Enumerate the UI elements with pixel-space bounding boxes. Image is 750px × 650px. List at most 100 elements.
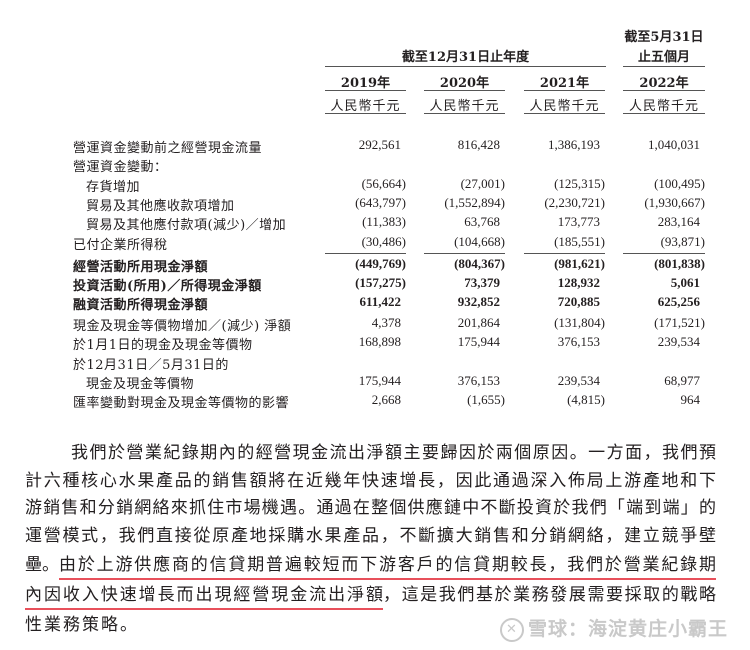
cell-value: (185,551)	[554, 234, 605, 249]
row-label: 融資活動所得現金淨額	[73, 298, 209, 313]
table-row: 現金及現金等價物 175,944 376,153 239,534 68,977	[0, 373, 750, 392]
table-row: 現金及現金等價物增加／(減少) 淨額 4,378 201,864 (131,804) (…	[0, 315, 750, 334]
cell-value: 4,378	[371, 315, 401, 330]
row-label: 存貨增加	[86, 180, 141, 195]
period-last-header-line1: 截至5月31日	[624, 30, 704, 45]
cell-value: 175,944	[457, 334, 500, 349]
cell-value: (104,668)	[454, 234, 505, 249]
year-rule	[325, 90, 406, 91]
cell-value: 964	[680, 392, 701, 407]
unit-label: 人民幣千元	[330, 99, 401, 114]
subtotal-rule	[325, 253, 406, 254]
cell-value: 376,153	[457, 373, 500, 388]
table-row: 融資活動所得現金淨額 611,422 932,852 720,885 625,256	[0, 294, 750, 313]
table-row: 於1月1日的現金及現金等價物 168,898 175,944 376,153 239,5…	[0, 334, 750, 353]
table-row: 經營活動所用現金淨額 (449,769) (804,367) (981,621) (80…	[0, 256, 750, 275]
unit-label: 人民幣千元	[529, 99, 600, 114]
header-rule	[325, 66, 606, 67]
table-row: 已付企業所得稅 (30,486) (104,668) (185,551) (93,871…	[0, 234, 750, 253]
cell-value: 1,040,031	[648, 137, 700, 152]
table-row: 匯率變動對現金及現金等價物的影響 2,668 (1,655) (4,815) 964	[0, 392, 750, 411]
cell-value: (11,383)	[362, 214, 406, 229]
paragraph-text: 壘。	[25, 555, 59, 575]
cell-value: 73,379	[464, 275, 500, 290]
unit-rule	[325, 113, 406, 114]
cell-value: (1,655)	[467, 392, 505, 407]
cell-value: 932,852	[457, 294, 500, 309]
cell-value: (449,769)	[355, 256, 406, 271]
cell-value: (125,315)	[554, 176, 605, 191]
cell-value: 128,932	[557, 275, 600, 290]
year-rule	[623, 90, 705, 91]
paragraph-line: 壘。 由於上游供應商的信貸期普遍較短而下游客戶的信貸期較長，我們於營業紀錄期	[25, 555, 716, 580]
cell-value: (801,838)	[654, 256, 705, 271]
row-label: 營運資金變動：	[73, 160, 168, 175]
cell-value: (131,804)	[554, 315, 605, 330]
paragraph-text: ，這是我們基於業務發展需要採取的戰略	[383, 585, 716, 605]
cell-value: (981,621)	[554, 256, 605, 271]
unit-label: 人民幣千元	[429, 99, 500, 114]
unit-rule	[424, 113, 505, 114]
cell-value: 68,977	[664, 373, 700, 388]
cell-value: (2,230,721)	[544, 195, 605, 210]
cell-value: 283,164	[657, 214, 700, 229]
table-row: 營運資金變動前之經營現金流量 292,561 816,428 1,386,193 1,0…	[0, 137, 750, 156]
cell-value: (4,815)	[567, 392, 605, 407]
paragraph-line: 游銷售和分銷網絡來抓住市場機遇。通過在整個供應鏈中不斷投資於我們「端到端」的	[25, 498, 716, 518]
subtotal-rule	[524, 253, 605, 254]
paragraph-line: 運營模式，我們直接從原產地採購水果產品，不斷擴大銷售和分銷網絡，建立競爭壁	[25, 526, 716, 546]
paragraph-line: 計六種核心水果產品的銷售額將在近幾年快速增長，因此通過深入佈局上游產地和下	[25, 471, 716, 491]
watermark: ✕ 雪球：海淀黄庄小霸王	[499, 614, 728, 642]
highlighted-text: 由於上游供應商的信貸期普遍較短而下游客戶的信貸期較長，我們於營業紀錄期	[59, 555, 716, 580]
paragraph-line: 內因收入快速增長而出現經營現金流出淨額 ，這是我們基於業務發展需要採取的戰略	[25, 585, 716, 610]
cell-value: (1,552,894)	[444, 195, 505, 210]
row-label: 已付企業所得稅	[73, 238, 168, 253]
subtotal-rule	[623, 253, 705, 254]
table-row: 營運資金變動：	[0, 156, 750, 175]
cell-value: (100,495)	[654, 176, 705, 191]
row-label: 貿易及其他應付款項(減少)／增加	[86, 218, 287, 233]
row-label: 匯率變動對現金及現金等價物的影響	[73, 396, 290, 411]
watermark-text: 雪球：海淀黄庄小霸王	[527, 618, 728, 640]
cell-value: 376,153	[557, 334, 600, 349]
year-2020: 2020年	[439, 76, 490, 91]
subtotal-rule	[424, 253, 505, 254]
cell-value: (27,001)	[460, 176, 505, 191]
table-row: 於12月31日／5月31日的	[0, 354, 750, 373]
table-row: 存貨增加 (56,664) (27,001) (125,315) (100,495)	[0, 176, 750, 195]
cell-value: (1,930,667)	[644, 195, 705, 210]
cell-value: 611,422	[359, 294, 401, 309]
cell-value: 239,534	[557, 373, 600, 388]
cell-value: (93,871)	[660, 234, 705, 249]
row-label: 現金及現金等價物增加／(減少) 淨額	[73, 319, 292, 334]
snowball-logo-icon: ✕	[499, 617, 524, 642]
cell-value: 720,885	[557, 294, 600, 309]
row-label: 投資活動(所用)／所得現金淨額	[73, 279, 262, 294]
cell-value: 239,534	[657, 334, 700, 349]
table-row: 貿易及其他應收款項增加 (643,797) (1,552,894) (2,230,72…	[0, 195, 750, 214]
cell-value: (643,797)	[355, 195, 406, 210]
header-rule	[623, 66, 705, 67]
year-rule	[524, 90, 605, 91]
cell-value: (804,367)	[454, 256, 505, 271]
year-2019: 2019年	[340, 76, 391, 91]
cell-value: 1,386,193	[548, 137, 600, 152]
row-label: 於12月31日／5月31日的	[73, 358, 229, 373]
cell-value: (30,486)	[361, 234, 406, 249]
highlighted-text: 內因收入快速增長而出現經營現金流出淨額	[25, 585, 383, 610]
paragraph-line: 我們於營業紀錄期內的經營現金流出淨額主要歸因於兩個原因。一方面，我們預	[71, 443, 716, 463]
year-2021: 2021年	[539, 76, 590, 91]
cell-value: 816,428	[457, 137, 500, 152]
cell-value: (56,664)	[361, 176, 406, 191]
cell-value: 292,561	[358, 137, 401, 152]
row-label: 營運資金變動前之經營現金流量	[73, 141, 263, 156]
row-label: 經營活動所用現金淨額	[73, 260, 209, 275]
cell-value: (157,275)	[355, 275, 406, 290]
table-row: 貿易及其他應付款項(減少)／增加 (11,383) 63,768 173,773 283…	[0, 214, 750, 233]
cell-value: 63,768	[464, 214, 500, 229]
cell-value: 168,898	[358, 334, 401, 349]
unit-rule	[524, 113, 605, 114]
paragraph-line: 性業務策略。	[25, 615, 139, 635]
table-row: 投資活動(所用)／所得現金淨額 (157,275) 73,379 128,932 5,0…	[0, 275, 750, 294]
cell-value: 5,061	[670, 275, 700, 290]
